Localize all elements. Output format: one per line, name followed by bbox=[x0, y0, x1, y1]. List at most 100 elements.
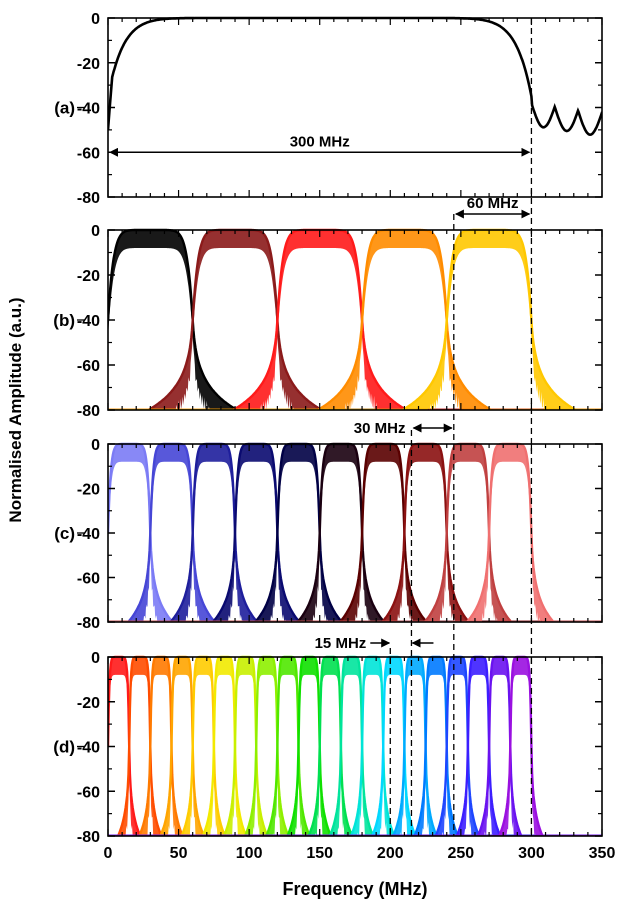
series-line bbox=[108, 442, 602, 622]
plot-area-a bbox=[108, 16, 602, 137]
series-line bbox=[108, 228, 602, 410]
y-tick-label: -60 bbox=[77, 145, 100, 162]
series-fill bbox=[108, 230, 602, 410]
marker-lines-group bbox=[389, 18, 533, 836]
series-line bbox=[108, 655, 602, 836]
series-fill bbox=[108, 657, 602, 836]
y-tick-label: 0 bbox=[91, 223, 100, 240]
series-fill bbox=[108, 657, 602, 836]
series-line bbox=[108, 655, 602, 836]
y-tick-label: -40 bbox=[77, 526, 100, 543]
series-fill bbox=[108, 657, 602, 836]
plot-area-d bbox=[108, 655, 602, 836]
y-tick-label: -20 bbox=[77, 56, 100, 73]
series-line bbox=[108, 442, 602, 622]
panels-group: 0 -20 -40 -60 -80 (a) 300 MHz 0 -20 -40 -60 -80 (b) 6… bbox=[53, 11, 603, 846]
series-line bbox=[108, 655, 602, 836]
series-line bbox=[108, 655, 602, 836]
series-line bbox=[108, 228, 602, 410]
x-tick-label: 200 bbox=[377, 845, 404, 862]
series-line bbox=[108, 228, 602, 410]
bandwidth-label: 15 MHz bbox=[315, 635, 367, 652]
series-line bbox=[108, 655, 602, 836]
y-tick-label: -40 bbox=[77, 740, 100, 757]
series-line bbox=[108, 655, 602, 836]
plot-area-c bbox=[108, 442, 602, 622]
panel-label: (c) bbox=[54, 524, 75, 543]
x-tick-label: 100 bbox=[236, 845, 263, 862]
series-line bbox=[108, 655, 602, 836]
panel-label: (d) bbox=[53, 738, 75, 757]
y-tick-label: -80 bbox=[77, 403, 100, 420]
bandwidth-label: 300 MHz bbox=[290, 133, 350, 150]
y-tick-label: -80 bbox=[77, 615, 100, 632]
series-line bbox=[108, 655, 602, 836]
y-tick-label: -20 bbox=[77, 268, 100, 285]
series-fill bbox=[108, 657, 602, 836]
series-fill bbox=[108, 657, 602, 836]
series-fill bbox=[108, 657, 602, 836]
y-tick-label: 0 bbox=[91, 11, 100, 28]
series-line bbox=[108, 655, 602, 836]
series-line bbox=[108, 442, 602, 622]
series-fill bbox=[108, 657, 602, 836]
series-fill bbox=[108, 657, 602, 836]
y-tick-label: -40 bbox=[77, 101, 100, 118]
series-line bbox=[108, 655, 602, 836]
x-axis: 0 50 100 150 200 250 300 350 bbox=[104, 845, 616, 862]
series-line bbox=[108, 228, 602, 410]
series-line bbox=[108, 655, 602, 836]
series-fill bbox=[108, 657, 602, 836]
series-fill bbox=[108, 657, 602, 836]
panel-label: (a) bbox=[54, 99, 75, 118]
series-fill bbox=[108, 657, 602, 836]
y-tick-label: -60 bbox=[77, 358, 100, 375]
x-axis-label: Frequency (MHz) bbox=[282, 879, 427, 899]
series-fill bbox=[108, 657, 602, 836]
series-line bbox=[108, 655, 602, 836]
series-line bbox=[108, 228, 602, 410]
x-tick-label: 150 bbox=[306, 845, 333, 862]
x-tick-label: 50 bbox=[170, 845, 188, 862]
series-fill bbox=[108, 657, 602, 836]
series-fill bbox=[108, 657, 602, 836]
series-line bbox=[108, 655, 602, 836]
panel-frame bbox=[107, 656, 603, 837]
panel-d: 0 -20 -40 -60 -80 (d) 15 MHz bbox=[53, 635, 603, 846]
x-tick-label: 0 bbox=[104, 845, 113, 862]
x-tick-label: 250 bbox=[448, 845, 475, 862]
series-line bbox=[108, 655, 602, 836]
series-fill bbox=[108, 657, 602, 836]
series-fill bbox=[108, 444, 602, 622]
series-line bbox=[108, 655, 602, 836]
y-tick-label: 0 bbox=[91, 650, 100, 667]
series-fill bbox=[108, 657, 602, 836]
y-tick-label: -20 bbox=[77, 482, 100, 499]
series-line bbox=[108, 16, 602, 137]
y-tick-label: -40 bbox=[77, 313, 100, 330]
y-tick-label: -80 bbox=[77, 190, 100, 207]
y-tick-label: -60 bbox=[77, 784, 100, 801]
x-tick-label: 300 bbox=[518, 845, 545, 862]
y-tick-label: -80 bbox=[77, 829, 100, 846]
series-fill bbox=[108, 657, 602, 836]
series-fill bbox=[108, 657, 602, 836]
series-fill bbox=[108, 657, 602, 836]
y-tick-label: 0 bbox=[91, 437, 100, 454]
series-fill bbox=[108, 657, 602, 836]
series-fill bbox=[108, 230, 602, 410]
series-line bbox=[108, 442, 602, 622]
panel-a: 0 -20 -40 -60 -80 (a) 300 MHz bbox=[54, 11, 603, 207]
bandwidth-label: 30 MHz bbox=[354, 420, 406, 437]
series-line bbox=[108, 655, 602, 836]
y-tick-label: -20 bbox=[77, 695, 100, 712]
series-line bbox=[108, 655, 602, 836]
bandwidth-label: 60 MHz bbox=[467, 195, 519, 212]
series-fill bbox=[108, 230, 602, 410]
panel-b: 0 -20 -40 -60 -80 (b) 60 MHz bbox=[53, 195, 603, 420]
series-fill bbox=[108, 444, 602, 622]
panel-label: (b) bbox=[53, 311, 75, 330]
panel-c: 0 -20 -40 -60 -80 (c) 30 MHz bbox=[54, 420, 603, 632]
x-tick-label: 350 bbox=[589, 845, 616, 862]
